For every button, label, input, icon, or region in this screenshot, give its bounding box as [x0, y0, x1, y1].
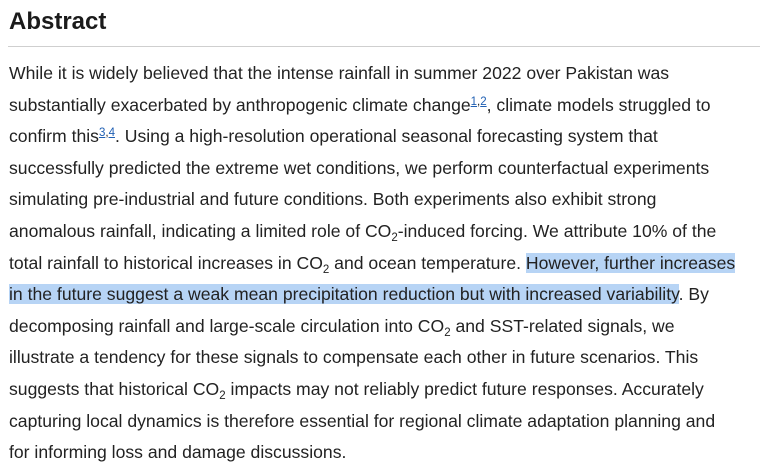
abstract-text: decomposing rainfall and large-scale cir…: [9, 315, 445, 336]
subscript-2: 2: [219, 389, 226, 402]
abstract-text: . Using a high-resolution operational se…: [114, 126, 658, 147]
abstract-line: anomalous rainfall, indicating a limited…: [9, 216, 764, 248]
heading-divider: [8, 46, 760, 47]
abstract-text: and ocean temperature.: [329, 252, 526, 273]
abstract-text: substantially exacerbated by anthropogen…: [9, 94, 471, 115]
abstract-text: confirm this: [9, 126, 99, 147]
abstract-line: for informing loss and damage discussion…: [9, 437, 764, 469]
subscript-2: 2: [391, 231, 398, 244]
subscript-2: 2: [444, 326, 451, 339]
abstract-line: in the future suggest a weak mean precip…: [9, 279, 764, 311]
abstract-text: -induced forcing. We attribute 10% of th…: [397, 220, 717, 241]
citation-link-4[interactable]: 4: [108, 127, 115, 140]
abstract-text: , climate models struggled to: [486, 94, 711, 115]
abstract-line: illustrate a tendency for these signals …: [9, 342, 764, 374]
abstract-text: impacts may not reliably predict future …: [225, 378, 704, 399]
abstract-text: . By: [678, 284, 709, 305]
abstract-text: anomalous rainfall, indicating a limited…: [9, 220, 392, 241]
selected-text[interactable]: However, further increases: [525, 252, 736, 273]
citation-group: 3,4: [99, 127, 115, 139]
abstract-text: total rainfall to historical increases i…: [9, 252, 323, 273]
abstract-line: While it is widely believed that the int…: [9, 58, 764, 90]
abstract-paragraph: While it is widely believed that the int…: [9, 58, 764, 469]
abstract-line: decomposing rainfall and large-scale cir…: [9, 311, 764, 343]
abstract-text: suggests that historical CO: [9, 378, 220, 399]
abstract-line: simulating pre-industrial and future con…: [9, 184, 764, 216]
section-heading: Abstract: [9, 8, 107, 35]
citation-link-3[interactable]: 3: [98, 127, 106, 140]
abstract-text: While it is widely believed that the int…: [9, 63, 670, 83]
selected-text[interactable]: in the future suggest a weak mean precip…: [9, 284, 679, 305]
citation-link-2[interactable]: 2: [480, 95, 487, 108]
abstract-line: total rainfall to historical increases i…: [9, 248, 764, 280]
abstract-text: successfully predicted the extreme wet c…: [9, 157, 710, 178]
abstract-text: capturing local dynamics is therefore es…: [9, 410, 716, 431]
citation-link-1[interactable]: 1: [470, 95, 478, 108]
abstract-text: for informing loss and damage discussion…: [9, 442, 347, 463]
abstract-line: substantially exacerbated by anthropogen…: [9, 90, 764, 122]
citation-group: 1,2: [471, 96, 487, 108]
abstract-line: confirm this3,4. Using a high-resolution…: [9, 121, 764, 153]
abstract-text: and SST-related signals, we: [450, 315, 675, 336]
abstract-line: successfully predicted the extreme wet c…: [9, 153, 764, 185]
abstract-text: simulating pre-industrial and future con…: [9, 189, 657, 210]
subscript-2: 2: [322, 263, 330, 276]
citation-separator: ,: [105, 127, 109, 140]
abstract-line: capturing local dynamics is therefore es…: [9, 406, 764, 438]
abstract-text: illustrate a tendency for these signals …: [9, 347, 699, 368]
citation-separator: ,: [477, 95, 481, 108]
abstract-line: suggests that historical CO2 impacts may…: [9, 374, 764, 406]
